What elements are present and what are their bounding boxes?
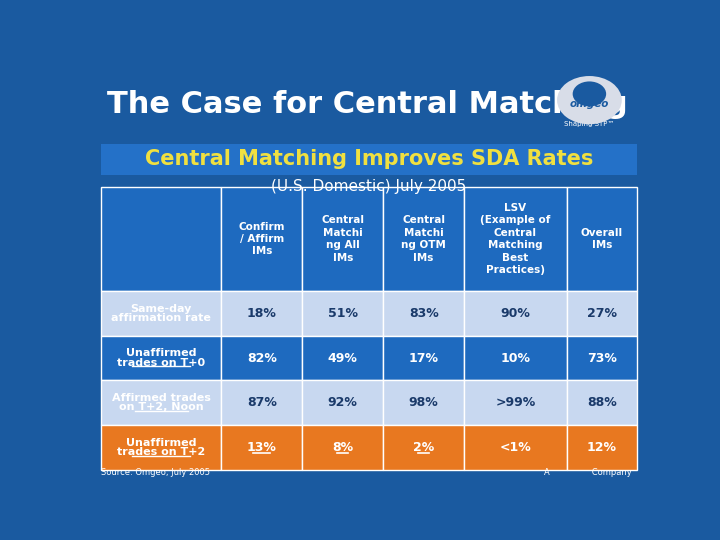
Text: <1%: <1% [500,441,531,454]
Text: trades on T+0: trades on T+0 [117,357,205,368]
FancyBboxPatch shape [101,144,637,175]
Text: 8%: 8% [332,441,354,454]
FancyBboxPatch shape [383,187,464,291]
FancyBboxPatch shape [222,187,302,291]
FancyBboxPatch shape [302,291,383,335]
FancyBboxPatch shape [90,65,648,140]
Text: Unaffirmed: Unaffirmed [126,438,197,448]
FancyBboxPatch shape [567,291,637,335]
Text: The Case for Central Matching: The Case for Central Matching [107,90,627,119]
FancyBboxPatch shape [383,335,464,381]
FancyBboxPatch shape [567,426,637,470]
FancyBboxPatch shape [101,291,222,335]
Text: 10%: 10% [500,352,531,365]
Text: Central Matching Improves SDA Rates: Central Matching Improves SDA Rates [145,149,593,169]
Circle shape [572,82,606,106]
Text: 49%: 49% [328,352,358,365]
Text: 13%: 13% [247,441,276,454]
Text: 83%: 83% [409,307,438,320]
FancyBboxPatch shape [101,335,222,381]
FancyBboxPatch shape [464,335,567,381]
Text: 2%: 2% [413,441,434,454]
Text: Confirm
/ Affirm
IMs: Confirm / Affirm IMs [238,222,285,256]
Text: trades on T+2: trades on T+2 [117,447,205,457]
Circle shape [557,76,622,124]
Text: >99%: >99% [495,396,536,409]
Text: Overall
IMs: Overall IMs [581,228,623,250]
FancyBboxPatch shape [302,381,383,426]
FancyBboxPatch shape [567,335,637,381]
FancyBboxPatch shape [464,187,567,291]
Text: omgeo: omgeo [570,99,609,109]
FancyBboxPatch shape [567,187,637,291]
Text: 98%: 98% [409,396,438,409]
FancyBboxPatch shape [222,381,302,426]
Text: Central
Matchi
ng OTM
IMs: Central Matchi ng OTM IMs [401,215,446,262]
Text: Central
Matchi
ng All
IMs: Central Matchi ng All IMs [321,215,364,262]
Text: Shaping STP™: Shaping STP™ [564,121,615,127]
Text: on T+2, Noon: on T+2, Noon [119,402,204,413]
Text: A                Company: A Company [544,468,631,477]
Text: 82%: 82% [247,352,276,365]
Text: 87%: 87% [247,396,276,409]
Text: 27%: 27% [587,307,617,320]
Text: 51%: 51% [328,307,358,320]
FancyBboxPatch shape [464,426,567,470]
Text: LSV
(Example of
Central
Matching
Best
Practices): LSV (Example of Central Matching Best Pr… [480,203,551,275]
FancyBboxPatch shape [101,426,222,470]
FancyBboxPatch shape [383,381,464,426]
Text: (U.S. Domestic) July 2005: (U.S. Domestic) July 2005 [271,179,467,194]
FancyBboxPatch shape [302,187,383,291]
FancyBboxPatch shape [101,187,222,291]
Text: Unaffirmed: Unaffirmed [126,348,197,359]
Text: 73%: 73% [587,352,617,365]
FancyBboxPatch shape [302,335,383,381]
FancyBboxPatch shape [464,291,567,335]
FancyBboxPatch shape [383,426,464,470]
FancyBboxPatch shape [567,381,637,426]
FancyBboxPatch shape [383,291,464,335]
Text: 18%: 18% [247,307,276,320]
Text: Same-day: Same-day [130,303,192,314]
Text: 90%: 90% [500,307,531,320]
FancyBboxPatch shape [222,335,302,381]
Text: 17%: 17% [409,352,438,365]
FancyBboxPatch shape [101,381,222,426]
Text: affirmation rate: affirmation rate [112,313,211,323]
Text: 12%: 12% [587,441,617,454]
FancyBboxPatch shape [222,291,302,335]
FancyBboxPatch shape [302,426,383,470]
Text: 92%: 92% [328,396,358,409]
Text: Source: Omgeo, July 2005: Source: Omgeo, July 2005 [101,468,210,477]
Text: 88%: 88% [587,396,617,409]
FancyBboxPatch shape [464,381,567,426]
Text: Affirmed trades: Affirmed trades [112,393,211,403]
FancyBboxPatch shape [222,426,302,470]
